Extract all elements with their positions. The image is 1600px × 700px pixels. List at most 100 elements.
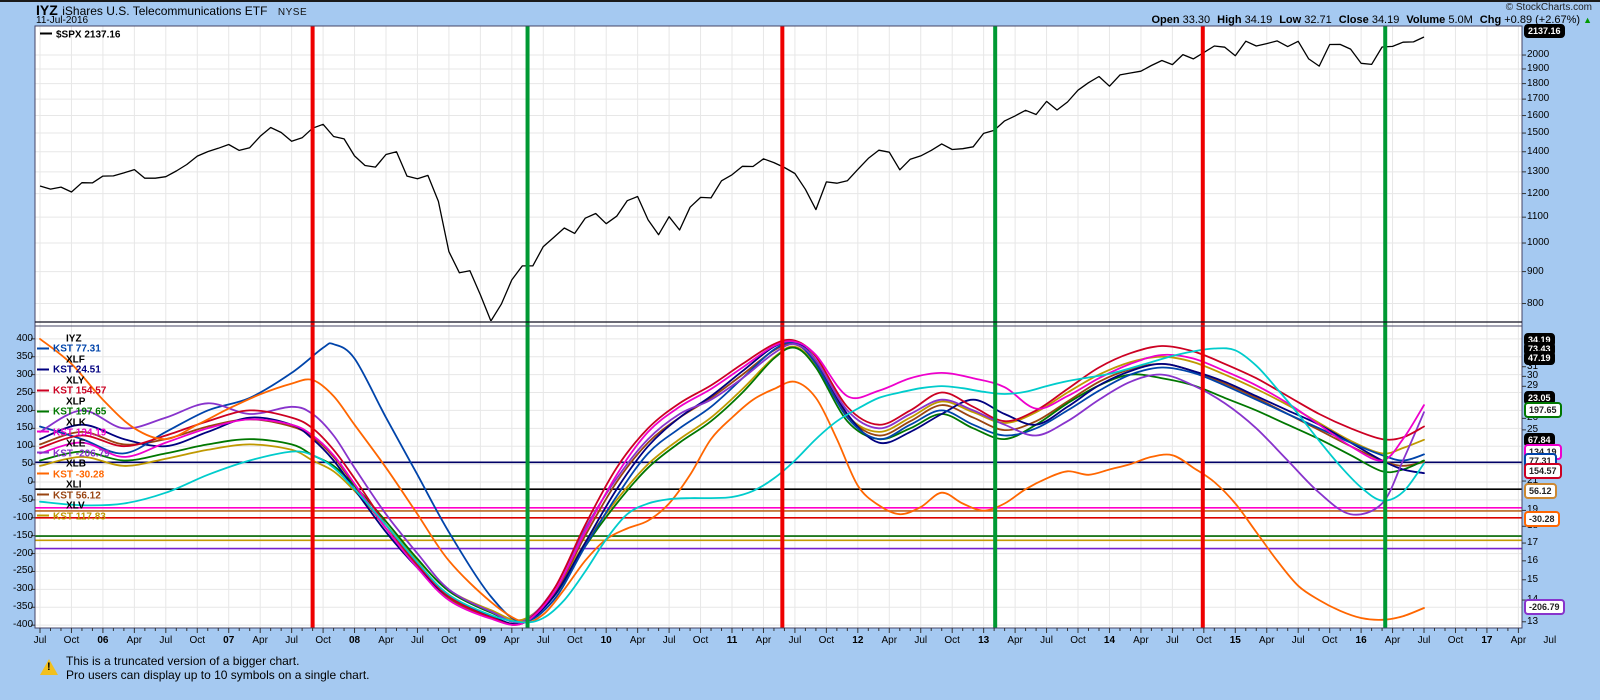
- y-tick-label: 900: [1527, 265, 1544, 277]
- legend-item-xlv: XLV: [37, 501, 85, 512]
- quote-value-chg: +0.89 (+2.67%): [1501, 14, 1581, 26]
- hline-annotations: [35, 461, 1522, 550]
- legend-kst-label: KST -206.79: [53, 448, 110, 460]
- x-tick-label: 16: [1355, 635, 1367, 646]
- y-tick-label: 1800: [1527, 77, 1550, 89]
- kst-line-unlabeled-cyan: [39, 347, 1425, 624]
- legend-symbol-label: XLI: [66, 479, 82, 491]
- kst-tick-label: -50: [18, 493, 33, 505]
- legend-dash: [37, 389, 49, 392]
- price-tick-label: 15: [1527, 573, 1539, 585]
- kst-tick-label: -200: [12, 547, 33, 559]
- kst-line-IYZ: [39, 341, 1425, 623]
- kst-tick-label: 150: [16, 422, 33, 434]
- x-tick-label: Jul: [1543, 635, 1557, 646]
- upper-legend: $SPX 2137.16: [40, 30, 121, 41]
- legend-kst-label: KST -30.28: [53, 469, 105, 481]
- x-tick-label: Jul: [159, 635, 173, 646]
- notice-line-1: This is a truncated version of a bigger …: [66, 654, 300, 668]
- quote-value-low: 32.71: [1301, 14, 1332, 26]
- x-tick-label: 08: [348, 635, 361, 646]
- x-tick-label: 11: [726, 635, 738, 646]
- kst-tick-label: 250: [16, 386, 33, 398]
- legend-item-xlk: XLK: [37, 417, 86, 428]
- x-tick-label: Oct: [1070, 635, 1086, 646]
- quote-label-close: Close: [1338, 14, 1369, 26]
- price-tick-label: 31: [1527, 360, 1539, 372]
- legend-symbol-label: XLE: [66, 438, 86, 449]
- quote-label-high: High: [1217, 14, 1242, 26]
- x-tick-label: Apr: [1258, 635, 1275, 646]
- price-value-box: 47.19: [1524, 351, 1555, 365]
- quote-summary: Open 33.30 High 34.19 Low 32.71 Close 34.19…: [1144, 14, 1592, 26]
- kst-line-XLK: [39, 340, 1425, 626]
- symbol-name: iShares U.S. Telecommunications ETF: [62, 4, 268, 18]
- quote-label-chg: Chg: [1479, 14, 1502, 26]
- x-tick-label: Apr: [126, 635, 143, 646]
- plot-background: [35, 26, 1522, 628]
- kst-tick-label: -400: [12, 619, 33, 631]
- y-tick-label: 1300: [1527, 165, 1550, 177]
- legend-symbol-label: XLF: [66, 354, 85, 366]
- legend-kst-label: KST 134.19: [53, 427, 107, 439]
- x-tick-label: 07: [223, 635, 235, 646]
- spx-legend-dash: [40, 32, 52, 35]
- spx-last-value-box: 2137.16: [1524, 24, 1565, 38]
- legend-dash: [37, 451, 49, 454]
- legend-item-xlf: XLF: [37, 354, 85, 365]
- spx-line: [39, 36, 1425, 321]
- kst-value-box: -206.79: [1524, 599, 1565, 615]
- x-tick-label: Jul: [1040, 635, 1053, 646]
- x-tick-label: Oct: [692, 635, 709, 646]
- x-tick-label: Apr: [504, 635, 520, 646]
- quote-value-high: 34.19: [1241, 14, 1273, 26]
- price-tick-label: 30: [1527, 370, 1539, 382]
- x-tick-label: Apr: [629, 635, 646, 646]
- legend-item-xle: XLE: [37, 438, 85, 449]
- price-tick-label: 21: [1527, 475, 1539, 487]
- x-tick-label: Jul: [411, 635, 424, 646]
- x-tick-label: Apr: [1133, 635, 1149, 646]
- x-tick-label: Oct: [1447, 635, 1464, 646]
- legend-item-kst-56.12: KST 56.12: [37, 490, 101, 501]
- x-tick-label: Apr: [378, 635, 394, 646]
- y-tick-label: 1000: [1527, 237, 1550, 249]
- kst-tick-label: 300: [16, 368, 33, 380]
- x-tick-label: Oct: [944, 635, 960, 646]
- kst-tick-label: -350: [12, 601, 33, 613]
- quote-label-volume: Volume: [1406, 14, 1446, 26]
- y-tick-label: 2000: [1527, 49, 1550, 61]
- x-tick-label: Jul: [662, 635, 676, 646]
- x-tick-label: Oct: [1321, 635, 1338, 646]
- kst-value-box: -30.28: [1524, 511, 1560, 527]
- vline-annotations: [310, 26, 1388, 628]
- x-tick-label: 10: [600, 635, 612, 646]
- legend-dash: [37, 430, 49, 433]
- y-tick-label: 800: [1527, 297, 1544, 309]
- legend-kst-label: KST 56.12: [53, 490, 101, 502]
- notice-line-2: Pro users can display up to 10 symbols o…: [66, 668, 370, 682]
- legend-item-kst-154.57: KST 154.57: [37, 386, 106, 397]
- legend-item-iyz: IYZ: [37, 334, 82, 345]
- kst-line-XLE: [39, 343, 1425, 624]
- x-tick-label: Oct: [63, 635, 80, 646]
- legend-item-xli: XLI: [37, 480, 82, 491]
- legend-kst-label: KST 154.57: [53, 385, 107, 397]
- legend-symbol-label: XLB: [66, 458, 86, 470]
- legend-dash: [37, 493, 49, 496]
- x-tick-label: Apr: [1510, 635, 1527, 646]
- kst-tick-label: 50: [21, 458, 33, 470]
- quote-label-open: Open: [1151, 14, 1180, 26]
- y-tick-label: 1100: [1527, 211, 1549, 223]
- kst-tick-label: -150: [12, 529, 33, 541]
- kst-tick-label: -300: [12, 583, 33, 595]
- x-tick-label: Jul: [1417, 635, 1431, 646]
- x-tick-label: Apr: [1384, 635, 1401, 646]
- legend-item-kst-197.65: KST 197.65: [37, 407, 106, 418]
- x-tick-label: Jul: [914, 635, 928, 646]
- spx-line-group: [39, 36, 1425, 321]
- price-tick-label: 29: [1527, 380, 1539, 392]
- x-tick-label: Jul: [1291, 635, 1305, 646]
- legend-symbol-label: XLK: [66, 417, 86, 429]
